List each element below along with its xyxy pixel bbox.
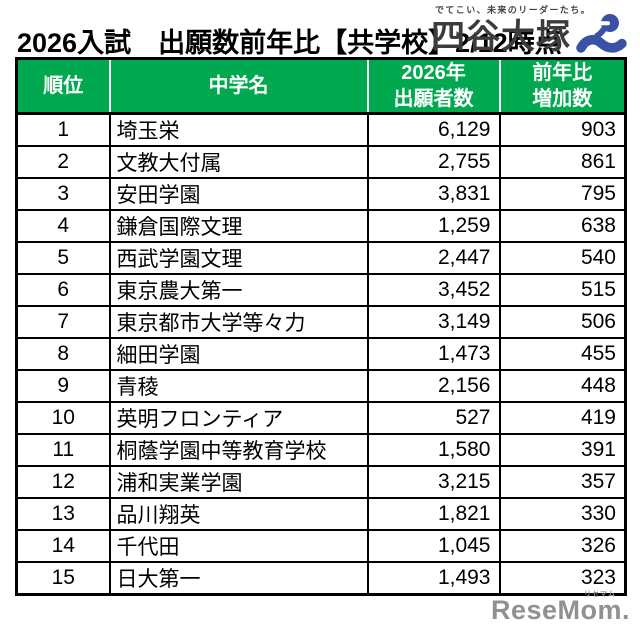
- applicants-cell: 3,831: [366, 177, 501, 211]
- col-header-school: 中学名: [109, 58, 369, 115]
- table-row: 5 西武学園文理 2,447 540: [15, 241, 627, 275]
- school-cell: 西武学園文理: [108, 241, 369, 275]
- school-cell: 青稜: [108, 369, 369, 403]
- applicants-cell: 6,129: [366, 112, 501, 147]
- col-header-increase: 前年比 増加数: [499, 58, 627, 115]
- rank-cell: 1: [15, 112, 111, 147]
- increase-cell: 326: [498, 529, 627, 563]
- resemom-logo-ruby: リセマム: [584, 591, 616, 598]
- table-row: 1 埼玉栄 6,129 903: [15, 112, 627, 147]
- rank-cell: 2: [15, 145, 111, 179]
- school-cell: 品川翔英: [108, 497, 369, 531]
- increase-cell: 391: [498, 433, 627, 467]
- brand-name: 四谷大塚: [431, 18, 571, 56]
- table-body: 1 埼玉栄 6,129 903 2 文教大付属 2,755 861 3 安田学園…: [15, 112, 627, 596]
- table-header-row: 順位 中学名 2026年 出願者数 前年比 増加数: [16, 58, 627, 115]
- increase-cell: 638: [498, 209, 627, 243]
- increase-cell: 455: [498, 337, 627, 371]
- brand-tagline: でてこい、未来のリーダーたち。: [435, 5, 592, 15]
- increase-cell: 506: [498, 305, 627, 339]
- rank-cell: 3: [15, 177, 111, 211]
- rank-cell: 10: [15, 401, 111, 435]
- increase-cell: 323: [498, 561, 627, 596]
- applicants-cell: 1,821: [366, 497, 501, 531]
- rank-cell: 14: [15, 529, 111, 563]
- increase-cell: 861: [498, 145, 627, 179]
- rank-cell: 13: [15, 497, 111, 531]
- increase-cell: 903: [498, 112, 627, 147]
- table-row: 6 東京農大第一 3,452 515: [15, 273, 627, 307]
- table-row: 7 東京都市大学等々力 3,149 506: [15, 305, 627, 339]
- rank-cell: 8: [15, 337, 111, 371]
- rank-cell: 5: [15, 241, 111, 275]
- page-title: 2026入試 出願数前年比【共学校】2/12時点: [17, 28, 562, 58]
- rank-cell: 4: [15, 209, 111, 243]
- school-cell: 細田学園: [108, 337, 369, 371]
- table-row: 14 千代田 1,045 326: [15, 529, 627, 563]
- table-row: 11 桐蔭学園中等教育学校 1,580 391: [15, 433, 627, 467]
- table-row: 4 鎌倉国際文理 1,259 638: [15, 209, 627, 243]
- rank-cell: 7: [15, 305, 111, 339]
- swan-logo-icon: [576, 14, 627, 53]
- applicants-cell: 3,452: [366, 273, 501, 307]
- applicants-cell: 1,493: [366, 561, 501, 596]
- rank-cell: 9: [15, 369, 111, 403]
- increase-cell: 419: [498, 401, 627, 435]
- increase-cell: 357: [498, 465, 627, 499]
- rank-cell: 15: [15, 561, 111, 596]
- table-row: 13 品川翔英 1,821 330: [15, 497, 627, 531]
- school-cell: 英明フロンティア: [108, 401, 369, 435]
- applicants-cell: 2,755: [366, 145, 501, 179]
- increase-cell: 330: [498, 497, 627, 531]
- col-header-applicants: 2026年 出願者数: [367, 58, 501, 115]
- rank-cell: 11: [15, 433, 111, 467]
- table-row: 8 細田学園 1,473 455: [15, 337, 627, 371]
- applicants-cell: 2,447: [366, 241, 501, 275]
- applicants-cell: 3,149: [366, 305, 501, 339]
- school-cell: 安田学園: [108, 177, 369, 211]
- applicants-cell: 1,259: [366, 209, 501, 243]
- school-cell: 文教大付属: [108, 145, 369, 179]
- increase-cell: 540: [498, 241, 627, 275]
- col-header-rank: 順位: [16, 58, 111, 115]
- applicants-cell: 1,045: [366, 529, 501, 563]
- school-cell: 鎌倉国際文理: [108, 209, 369, 243]
- applicants-cell: 3,215: [366, 465, 501, 499]
- table-row: 12 浦和実業学園 3,215 357: [15, 465, 627, 499]
- table-row: 3 安田学園 3,831 795: [15, 177, 627, 211]
- applicants-cell: 2,156: [366, 369, 501, 403]
- ranking-table: 順位 中学名 2026年 出願者数 前年比 増加数 1 埼玉栄 6,129 903 …: [15, 57, 627, 596]
- increase-cell: 448: [498, 369, 627, 403]
- applicants-cell: 1,580: [366, 433, 501, 467]
- resemom-logo: リセマム ReseMom.: [491, 589, 630, 624]
- rank-cell: 12: [15, 465, 111, 499]
- applicants-cell: 527: [366, 401, 501, 435]
- school-cell: 日大第一: [108, 561, 369, 596]
- school-cell: 千代田: [108, 529, 369, 563]
- table-row: 2 文教大付属 2,755 861: [15, 145, 627, 179]
- applicants-cell: 1,473: [366, 337, 501, 371]
- table-row: 15 日大第一 1,493 323: [15, 561, 627, 596]
- rank-cell: 6: [15, 273, 111, 307]
- increase-cell: 795: [498, 177, 627, 211]
- table-row: 10 英明フロンティア 527 419: [15, 401, 627, 435]
- school-cell: 東京農大第一: [108, 273, 369, 307]
- yotsuya-otsuka-brand: でてこい、未来のリーダーたち。 四谷大塚: [431, 3, 628, 57]
- school-cell: 埼玉栄: [108, 112, 369, 147]
- school-cell: 桐蔭学園中等教育学校: [108, 433, 369, 467]
- school-cell: 東京都市大学等々力: [108, 305, 369, 339]
- resemom-logo-text: ReseMom.: [490, 595, 630, 625]
- school-cell: 浦和実業学園: [108, 465, 369, 499]
- table-row: 9 青稜 2,156 448: [15, 369, 627, 403]
- increase-cell: 515: [498, 273, 627, 307]
